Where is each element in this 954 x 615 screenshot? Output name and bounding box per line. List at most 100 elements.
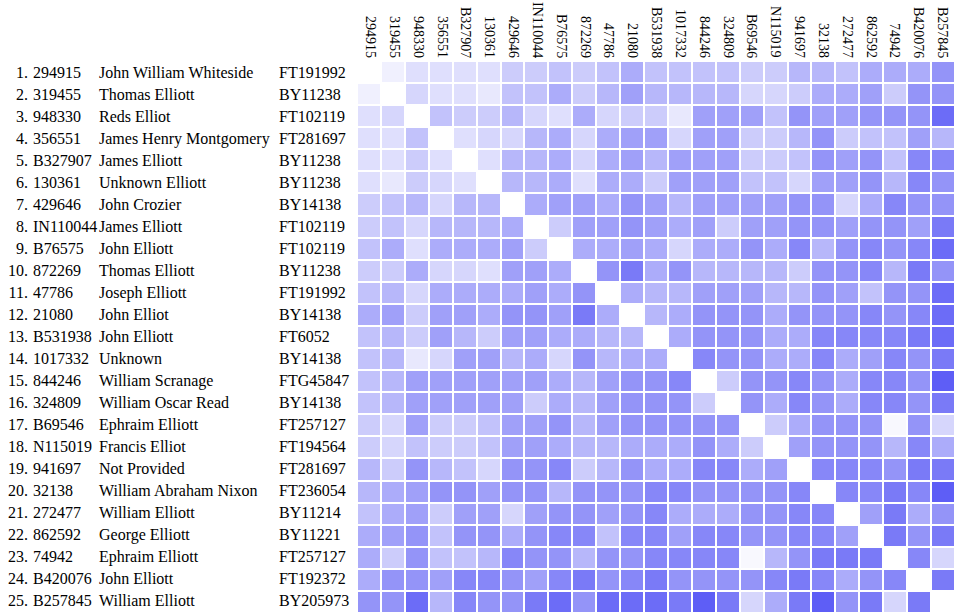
matrix-cell[interactable] [717,194,739,214]
matrix-cell[interactable] [454,84,476,104]
matrix-cell[interactable] [693,393,715,413]
matrix-cell[interactable] [478,84,500,104]
matrix-cell[interactable] [573,194,595,214]
matrix-cell[interactable] [789,526,811,546]
matrix-diagonal-cell[interactable] [860,526,882,546]
matrix-cell[interactable] [884,371,906,391]
matrix-cell[interactable] [597,106,619,126]
matrix-diagonal-cell[interactable] [597,283,619,303]
matrix-cell[interactable] [478,128,500,148]
matrix-cell[interactable] [382,504,404,524]
matrix-diagonal-cell[interactable] [454,150,476,170]
matrix-cell[interactable] [358,592,380,612]
matrix-cell[interactable] [597,415,619,435]
matrix-diagonal-cell[interactable] [478,172,500,192]
matrix-cell[interactable] [525,548,547,568]
matrix-cell[interactable] [549,504,571,524]
matrix-cell[interactable] [693,349,715,369]
matrix-cell[interactable] [836,217,858,237]
matrix-cell[interactable] [932,548,954,568]
matrix-cell[interactable] [621,459,643,479]
matrix-cell[interactable] [621,437,643,457]
matrix-cell[interactable] [741,526,763,546]
matrix-cell[interactable] [693,172,715,192]
matrix-cell[interactable] [406,128,428,148]
matrix-cell[interactable] [597,482,619,502]
matrix-cell[interactable] [693,62,715,82]
matrix-diagonal-cell[interactable] [932,592,954,612]
matrix-cell[interactable] [836,261,858,281]
matrix-cell[interactable] [525,459,547,479]
matrix-cell[interactable] [884,150,906,170]
matrix-cell[interactable] [621,349,643,369]
matrix-cell[interactable] [382,349,404,369]
matrix-cell[interactable] [430,459,452,479]
matrix-cell[interactable] [836,459,858,479]
matrix-cell[interactable] [525,526,547,546]
matrix-cell[interactable] [621,415,643,435]
matrix-cell[interactable] [358,570,380,590]
matrix-cell[interactable] [669,482,691,502]
matrix-cell[interactable] [358,504,380,524]
matrix-cell[interactable] [502,128,524,148]
matrix-cell[interactable] [430,106,452,126]
matrix-cell[interactable] [454,128,476,148]
matrix-cell[interactable] [669,327,691,347]
matrix-cell[interactable] [406,84,428,104]
matrix-cell[interactable] [597,459,619,479]
matrix-cell[interactable] [478,437,500,457]
matrix-cell[interactable] [525,172,547,192]
matrix-cell[interactable] [621,327,643,347]
matrix-cell[interactable] [812,459,834,479]
matrix-cell[interactable] [645,349,667,369]
matrix-cell[interactable] [573,570,595,590]
matrix-cell[interactable] [382,239,404,259]
matrix-cell[interactable] [478,482,500,502]
matrix-cell[interactable] [693,194,715,214]
matrix-cell[interactable] [717,548,739,568]
matrix-cell[interactable] [502,548,524,568]
matrix-cell[interactable] [430,371,452,391]
matrix-cell[interactable] [884,526,906,546]
matrix-cell[interactable] [502,482,524,502]
matrix-cell[interactable] [860,371,882,391]
matrix-cell[interactable] [693,570,715,590]
matrix-cell[interactable] [382,172,404,192]
matrix-cell[interactable] [812,217,834,237]
matrix-cell[interactable] [358,283,380,303]
matrix-cell[interactable] [478,393,500,413]
matrix-cell[interactable] [765,305,787,325]
matrix-cell[interactable] [430,349,452,369]
matrix-cell[interactable] [884,459,906,479]
matrix-cell[interactable] [765,239,787,259]
matrix-cell[interactable] [860,150,882,170]
matrix-cell[interactable] [358,239,380,259]
matrix-cell[interactable] [836,150,858,170]
matrix-cell[interactable] [669,548,691,568]
matrix-diagonal-cell[interactable] [549,239,571,259]
matrix-cell[interactable] [406,194,428,214]
matrix-cell[interactable] [358,327,380,347]
matrix-cell[interactable] [358,437,380,457]
matrix-cell[interactable] [430,415,452,435]
matrix-cell[interactable] [478,283,500,303]
matrix-cell[interactable] [741,217,763,237]
matrix-cell[interactable] [693,239,715,259]
matrix-cell[interactable] [478,592,500,612]
matrix-cell[interactable] [717,239,739,259]
matrix-cell[interactable] [549,327,571,347]
matrix-cell[interactable] [717,349,739,369]
matrix-cell[interactable] [884,482,906,502]
matrix-cell[interactable] [836,570,858,590]
matrix-cell[interactable] [549,106,571,126]
matrix-cell[interactable] [549,349,571,369]
matrix-cell[interactable] [908,239,930,259]
matrix-cell[interactable] [908,592,930,612]
matrix-cell[interactable] [741,172,763,192]
matrix-cell[interactable] [430,150,452,170]
matrix-diagonal-cell[interactable] [836,504,858,524]
matrix-cell[interactable] [669,261,691,281]
matrix-cell[interactable] [597,305,619,325]
matrix-cell[interactable] [884,239,906,259]
matrix-cell[interactable] [812,327,834,347]
